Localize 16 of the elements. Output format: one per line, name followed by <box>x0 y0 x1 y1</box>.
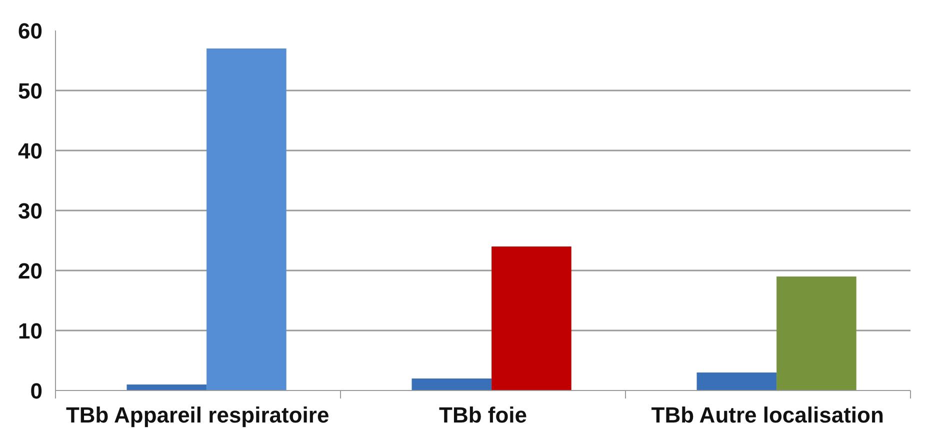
x-tick-label: TBb foie <box>439 402 528 428</box>
bar <box>412 378 492 390</box>
bar <box>492 246 572 390</box>
y-tick-label: 50 <box>18 78 43 104</box>
bar <box>776 276 856 390</box>
y-tick-label: 10 <box>18 318 43 344</box>
y-tick-label: 60 <box>18 18 43 44</box>
bar <box>696 372 777 390</box>
bar <box>126 384 207 390</box>
x-tick-label: TBb Appareil respiratoire <box>66 402 330 428</box>
x-tick-label: TBb Autre localisation <box>651 402 884 428</box>
bar <box>206 48 286 390</box>
y-tick-label: 20 <box>18 258 43 284</box>
y-tick-label: 30 <box>18 198 43 224</box>
y-tick-label: 0 <box>30 378 43 404</box>
y-tick-label: 40 <box>18 138 43 164</box>
